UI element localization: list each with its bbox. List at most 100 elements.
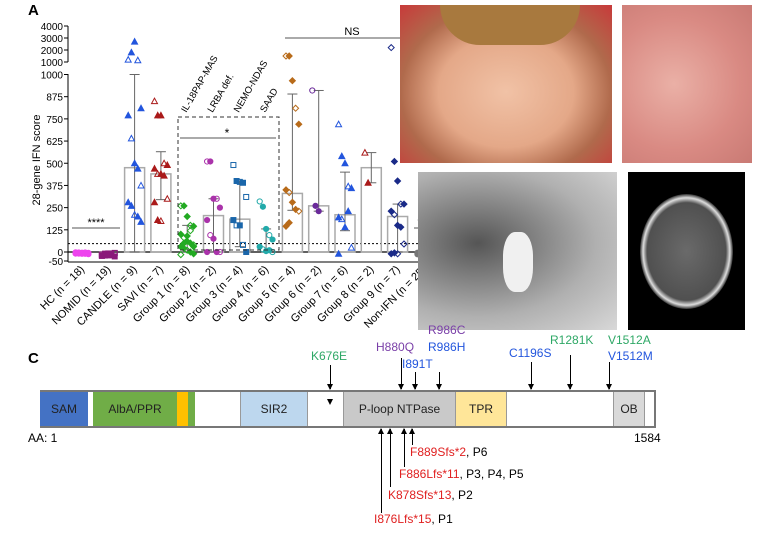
data-point [150,97,159,105]
data-point [157,216,165,224]
data-point [183,246,191,254]
data-point [137,104,145,112]
data-point [390,157,399,166]
domain-orange-segment [177,392,188,426]
data-point [163,160,172,169]
arrow-r986 [436,372,442,390]
mutation-r986h: R986H [428,340,466,354]
mutation-f889sfs: F889Sfs*2, P6 [410,445,487,459]
y-tick-label: 2000 [41,46,64,57]
mutation-name: F886Lfs*11 [399,467,460,481]
patients: , P1 [431,512,453,526]
star-label: * [225,126,230,140]
data-point [344,207,353,215]
y-tick-label: 375 [46,181,63,192]
data-point [78,250,86,257]
data-point [150,198,159,206]
data-point [160,159,168,167]
panel-c-label: C [28,350,39,367]
data-point [334,249,343,257]
data-point [127,48,136,56]
data-point [233,178,240,184]
data-point [111,250,118,257]
arrow-v1512 [606,362,612,390]
data-point [269,236,276,243]
data-point [127,134,136,142]
data-point [133,212,142,220]
data-point [393,177,402,185]
data-point [157,111,165,119]
y-tick-label: 3000 [41,34,64,45]
domain-ob: OB [613,392,645,426]
y-tick-label: -50 [49,257,64,268]
data-point [285,52,293,60]
data-point [85,249,92,256]
patients: , P3, P4, P5 [459,467,524,481]
y-tick-label: 1000 [41,58,64,69]
y-tick-label: 125 [46,226,63,237]
group-label: SAAD [258,86,281,114]
y-tick-label: 1000 [41,71,64,82]
data-point [295,120,303,128]
data-point [207,158,214,165]
data-point [291,205,300,214]
data-point [204,248,211,256]
data-point [98,252,105,259]
arrow-f889sfs [409,428,415,445]
data-point [295,207,303,215]
patients: , P6 [466,445,488,459]
data-point [282,186,290,194]
domain-sam: SAM [40,392,88,426]
y-tick-label: 625 [46,137,63,148]
data-point [130,37,139,45]
data-point [266,232,273,239]
data-point [269,248,276,256]
mutation-name: K878Sfs*13 [388,488,452,502]
data-point [309,87,316,94]
data-point [177,250,185,259]
data-point [337,215,346,223]
data-point [130,210,139,218]
data-point [124,55,133,63]
arrow-k676e [327,365,333,390]
data-point [105,252,112,259]
arrow-f886lfs [401,428,407,467]
data-point [207,232,214,239]
data-point [285,188,293,197]
data-point [259,203,266,210]
data-point [230,162,237,169]
data-point [204,216,211,224]
patients: , P2 [451,488,473,502]
dashed-group-box [177,116,280,251]
domain-sir2: SIR2 [240,392,308,426]
aa-end-label: 1584 [634,431,661,445]
data-point [186,226,195,235]
data-point [210,235,217,242]
y-tick-label: 500 [46,159,63,170]
data-point [186,239,195,247]
data-point [133,56,142,64]
data-point [183,232,191,240]
arrow-i876lfs [378,428,384,513]
data-point [256,198,263,205]
mutation-k676e: K676E [311,349,348,363]
arrow-c1196s [528,362,534,390]
photo-chest-ct [418,172,617,330]
data-point [216,204,223,211]
data-point [347,184,356,192]
data-point [189,222,198,230]
y-tick-label: 750 [46,115,63,126]
mutation-name: F889Sfs*2 [410,445,467,459]
data-point [364,178,372,186]
data-point [133,164,142,172]
panel-a-label: A [28,2,39,19]
data-point [347,243,356,251]
data-point [124,198,133,206]
photo-child-face [400,5,612,163]
y-tick-label: 250 [46,204,63,215]
mutation-i876lfs: I876Lfs*15, P1 [374,512,453,526]
ns-label: NS [344,26,359,38]
mutation-i891t: I891T [402,357,433,371]
data-point [341,223,349,231]
mutation-name: I876Lfs*15 [374,512,432,526]
